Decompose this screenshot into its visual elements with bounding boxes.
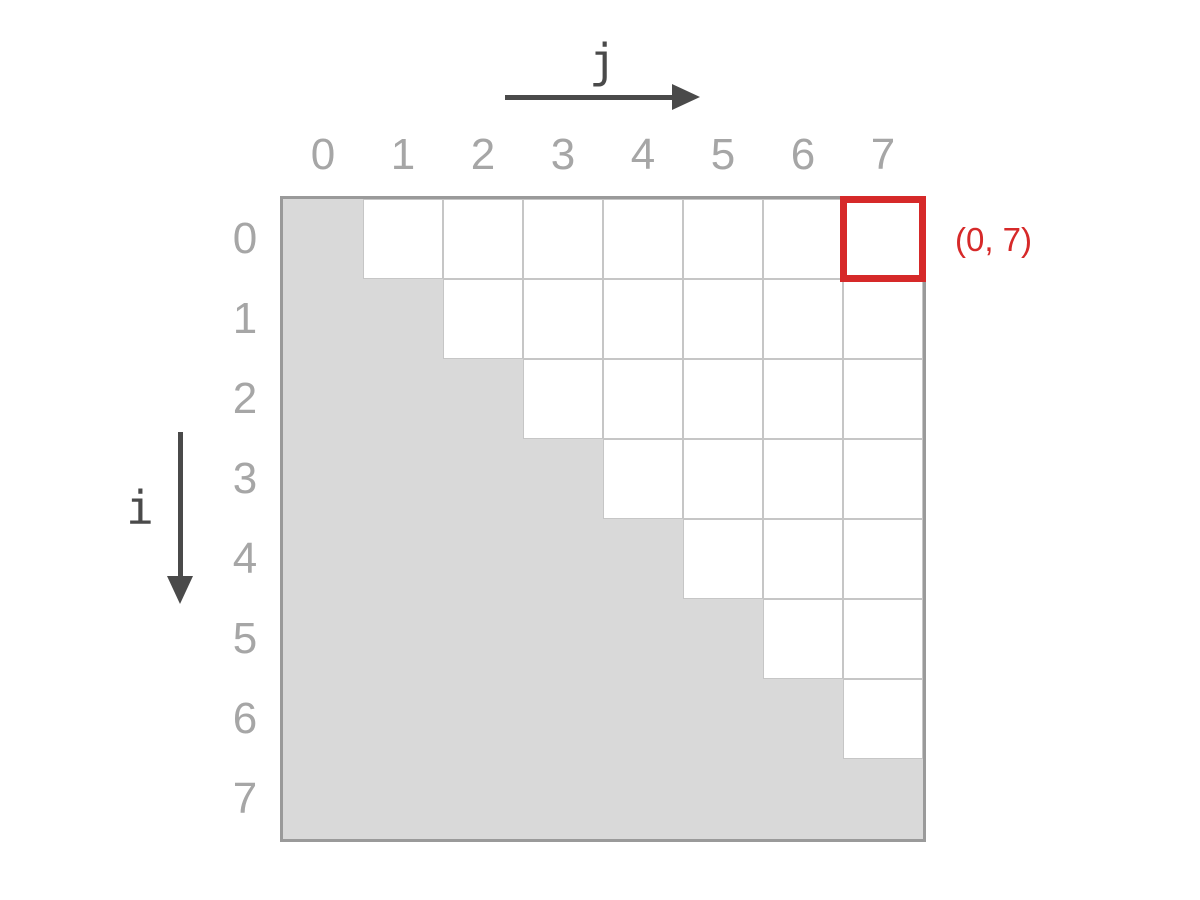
col-index-label: 7 [870, 130, 896, 179]
grid-cell [603, 599, 683, 679]
row-index-labels: 0 1 2 3 4 5 6 7 [212, 199, 278, 839]
grid-cell [283, 599, 363, 679]
grid-cell [283, 439, 363, 519]
col-index-label: 6 [790, 130, 816, 179]
grid-cell [763, 599, 843, 679]
col-axis-arrow-line [505, 95, 675, 100]
grid-cell [763, 519, 843, 599]
column-index-labels: 0 1 2 3 4 5 6 7 [283, 132, 923, 178]
grid-cell [523, 439, 603, 519]
grid-cell [683, 279, 763, 359]
grid-cell [603, 679, 683, 759]
grid-cell [843, 279, 923, 359]
grid-cell [443, 679, 523, 759]
grid-cell [523, 279, 603, 359]
grid-cell [283, 359, 363, 439]
grid-cell [363, 679, 443, 759]
grid-cell [763, 439, 843, 519]
row-index-label: 1 [232, 294, 258, 343]
grid-cell [443, 279, 523, 359]
grid-cell [683, 439, 763, 519]
row-axis-label: i [126, 481, 154, 535]
row-index-label: 6 [232, 694, 258, 743]
grid-cell [683, 199, 763, 279]
grid-cell [283, 679, 363, 759]
row-axis-arrowhead-icon [167, 576, 193, 604]
grid-cell [283, 199, 363, 279]
grid-cell [763, 359, 843, 439]
grid-cell [523, 199, 603, 279]
grid-cell [283, 519, 363, 599]
grid-cell [603, 279, 683, 359]
col-index-label: 2 [470, 130, 496, 179]
grid-cell [363, 759, 443, 839]
grid-cell [363, 199, 443, 279]
grid-cell [283, 759, 363, 839]
col-index-label: 4 [630, 130, 656, 179]
grid-cell [843, 519, 923, 599]
grid-cell [763, 279, 843, 359]
col-index-label: 5 [710, 130, 736, 179]
grid-cell [603, 519, 683, 599]
grid-cell [683, 679, 763, 759]
grid-cell [443, 599, 523, 679]
grid-cell [603, 199, 683, 279]
grid-cell [523, 519, 603, 599]
highlight-cell-label: (0, 7) [955, 221, 1033, 258]
row-index-label: 0 [232, 214, 258, 263]
grid-cell [763, 759, 843, 839]
grid-cell [683, 359, 763, 439]
row-axis-arrow-line [178, 432, 183, 578]
col-index-label: 0 [310, 130, 336, 179]
col-axis-label: j [589, 34, 617, 88]
row-index-label: 3 [232, 454, 258, 503]
grid-cell [763, 679, 843, 759]
grid-cell [843, 359, 923, 439]
grid-cell [603, 359, 683, 439]
grid-cell [363, 599, 443, 679]
matrix-grid [280, 196, 926, 842]
grid-cell [283, 279, 363, 359]
grid-cell [443, 199, 523, 279]
col-index-label: 1 [390, 130, 416, 179]
row-index-label: 2 [232, 374, 258, 423]
grid-cell [363, 279, 443, 359]
grid-cell [523, 599, 603, 679]
highlight-cell-outline [840, 196, 926, 282]
grid-cell [763, 199, 843, 279]
grid-cell [363, 439, 443, 519]
grid-cell [683, 759, 763, 839]
grid-cell [683, 599, 763, 679]
grid-cell [683, 519, 763, 599]
grid-cell [523, 759, 603, 839]
row-index-label: 4 [232, 534, 258, 583]
grid-cell [843, 759, 923, 839]
grid-cell [523, 679, 603, 759]
col-index-label: 3 [550, 130, 576, 179]
grid-cell [843, 679, 923, 759]
col-axis-arrowhead-icon [672, 84, 700, 110]
grid-cell [443, 439, 523, 519]
grid-cell [603, 439, 683, 519]
grid-cell [443, 519, 523, 599]
grid-cell [843, 599, 923, 679]
grid-cell [443, 759, 523, 839]
row-index-label: 7 [232, 774, 258, 823]
grid-cell [843, 439, 923, 519]
grid-cell [363, 519, 443, 599]
grid-cell [523, 359, 603, 439]
grid-cell [603, 759, 683, 839]
row-index-label: 5 [232, 614, 258, 663]
grid-cell [443, 359, 523, 439]
grid-cell [363, 359, 443, 439]
